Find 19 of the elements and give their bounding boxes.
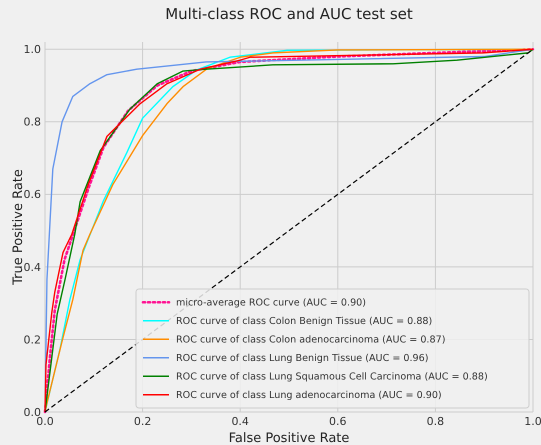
x-tick-label: 0.4 [231, 415, 249, 428]
legend-label: ROC curve of class Lung Benign Tissue (AUC = 0.96) [176, 353, 429, 364]
legend-label: ROC curve of class Lung Squamous Cell Carcinoma (AUC = 0.88) [176, 372, 488, 383]
y-tick-label: 1.0 [24, 43, 41, 56]
chart-title: Multi-class ROC and AUC test set [165, 5, 413, 23]
legend-label: micro-average ROC curve (AUC = 0.90) [176, 298, 366, 309]
legend-label: ROC curve of class Colon adenocarcinoma (AUC = 0.87) [176, 334, 446, 346]
y-tick-label: 0.6 [24, 188, 41, 202]
y-tick-label: 0.8 [24, 116, 41, 129]
x-tick-label: 0.8 [426, 415, 444, 428]
y-tick-label: 0.4 [24, 260, 41, 274]
legend-label: ROC curve of class Lung adenocarcinoma (AUC = 0.90) [176, 390, 442, 402]
y-tick-label: 0.2 [24, 333, 41, 346]
x-axis-title: False Positive Rate [228, 431, 350, 445]
x-tick-label: 0.6 [329, 415, 347, 428]
x-tick-label: 0.0 [36, 415, 54, 428]
legend-label: ROC curve of class Colon Benign Tissue (AUC = 0.88) [176, 316, 432, 328]
x-tick-label: 0.2 [134, 415, 152, 428]
x-tick-label: 1.0 [524, 415, 541, 428]
